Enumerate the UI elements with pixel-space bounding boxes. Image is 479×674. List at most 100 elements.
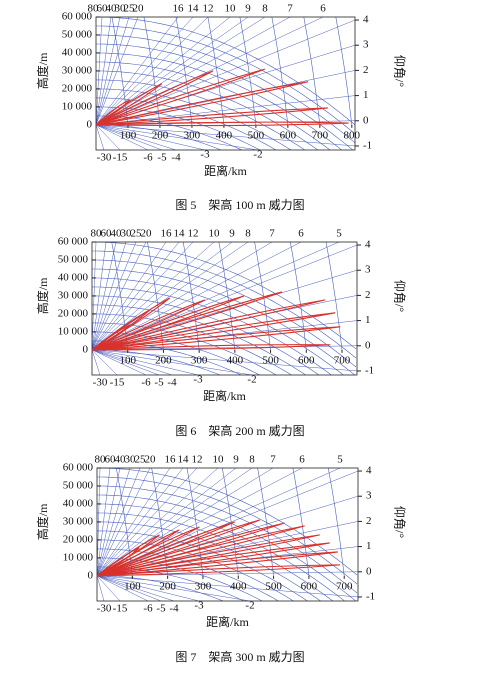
x-tick-label: 300: [195, 580, 212, 592]
height-contour: [97, 476, 358, 585]
angle-line: [96, 124, 206, 150]
y-tick-label: 30 000: [63, 515, 94, 527]
x-tick-label: 500: [248, 129, 265, 141]
height-contour: [97, 566, 245, 601]
range-arc: [239, 17, 257, 125]
top-angle-label: 10: [225, 3, 237, 15]
angle-line: [92, 242, 137, 350]
angle-line: [97, 470, 358, 577]
height-contour: [92, 268, 356, 375]
angle-line: [96, 17, 130, 125]
angle-line: [96, 124, 355, 147]
y-tick-label: 60 000: [63, 462, 94, 474]
y-tick-label: 60 000: [58, 236, 89, 248]
y-tick-label: 50 000: [58, 254, 89, 266]
height-contour: [92, 259, 357, 368]
top-angle-label: 80: [95, 454, 107, 466]
figure-caption: 图 7 架高 300 m 威力图: [175, 649, 304, 664]
bottom-angle-label: -30: [97, 152, 112, 164]
height-contour: [96, 61, 331, 150]
angle-line: [92, 242, 180, 350]
angle-line: [92, 242, 340, 351]
top-angle-label: 5: [336, 228, 342, 240]
bottom-angle-label: -15: [113, 603, 128, 615]
top-angle-label: 60: [105, 454, 117, 466]
top-angle-label: 16: [165, 454, 177, 466]
height-contour: [97, 575, 224, 601]
coverage-lobe: [95, 83, 163, 126]
coverage-lobe: [91, 297, 171, 351]
figure-caption: 图 6 架高 200 m 威力图: [175, 423, 304, 438]
angle-line: [97, 575, 175, 601]
angle-line: [96, 17, 209, 126]
plot-frame: [95, 16, 356, 151]
height-contour: [96, 43, 354, 150]
coverage-lobe: [96, 519, 261, 577]
y-tick-label: 30 000: [58, 289, 89, 301]
top-angle-label: 6: [299, 454, 305, 466]
top-angle-label: 5: [337, 454, 343, 466]
top-angle-label: 8: [245, 228, 251, 240]
grid: [96, 17, 355, 150]
angle-line: [92, 349, 173, 375]
y-tick-label: 10 000: [63, 551, 94, 563]
coverage-lobe: [91, 312, 336, 351]
y2-axis-label: 仰角/°: [392, 506, 407, 538]
top-angle-label: 12: [203, 3, 214, 15]
x-tick-label: 200: [155, 354, 172, 366]
coverage-lobe: [95, 121, 349, 127]
angle-line: [96, 124, 177, 150]
x-tick-label: 600: [298, 354, 315, 366]
x-tick-label: 100: [119, 354, 136, 366]
angle-line: [92, 349, 357, 372]
coverage-lobe: [91, 299, 326, 351]
x-tick-label: 400: [227, 354, 244, 366]
top-angle-label: 30: [115, 3, 127, 15]
angle-line: [96, 124, 259, 150]
angle-line: [97, 575, 105, 601]
y2-tick-label: 0: [365, 339, 371, 351]
angle-line: [97, 468, 184, 576]
bottom-angle-label: -2: [247, 374, 256, 386]
angle-line: [97, 575, 251, 601]
height-contour: [92, 322, 277, 375]
y2-tick-label: 0: [363, 114, 369, 126]
bottom-angle-label: -4: [171, 152, 181, 164]
top-angle-label: 60: [101, 228, 113, 240]
y-tick-label: 20 000: [63, 533, 94, 545]
top-angle-label: 12: [188, 228, 199, 240]
angle-line: [92, 349, 147, 375]
top-angle-label: 7: [269, 228, 275, 240]
angle-line: [92, 349, 101, 375]
angle-line: [97, 575, 358, 598]
angle-line: [97, 468, 237, 577]
bottom-angle-label: -6: [141, 377, 151, 389]
angle-line: [92, 269, 357, 351]
height-contour: [97, 530, 308, 601]
x-tick-label: 100: [120, 129, 137, 141]
x-tick-label: 200: [159, 580, 176, 592]
angle-line: [92, 242, 147, 350]
y-tick-label: 60 000: [62, 11, 93, 23]
top-angle-label: 9: [245, 3, 251, 15]
height-contour: [96, 88, 292, 150]
plot-frame: [96, 467, 359, 602]
top-angle-label: 60: [97, 3, 109, 15]
angle-line: [96, 17, 266, 126]
angle-line: [97, 468, 219, 577]
x-tick-label: 300: [184, 129, 201, 141]
bottom-angle-label: -3: [194, 600, 204, 612]
y-tick-label: 20 000: [62, 82, 93, 94]
top-angle-label: 30: [121, 228, 133, 240]
top-angle-label: 6: [320, 3, 326, 15]
top-angle-label: 6: [298, 228, 304, 240]
y-tick-label: 50 000: [63, 480, 94, 492]
plot-frame: [91, 241, 358, 376]
figure-caption: 图 5 架高 100 m 威力图: [175, 197, 304, 212]
x-tick-label: 400: [216, 129, 233, 141]
bottom-angle-label: -30: [93, 377, 108, 389]
height-contour: [97, 512, 334, 601]
angle-line: [92, 349, 118, 375]
